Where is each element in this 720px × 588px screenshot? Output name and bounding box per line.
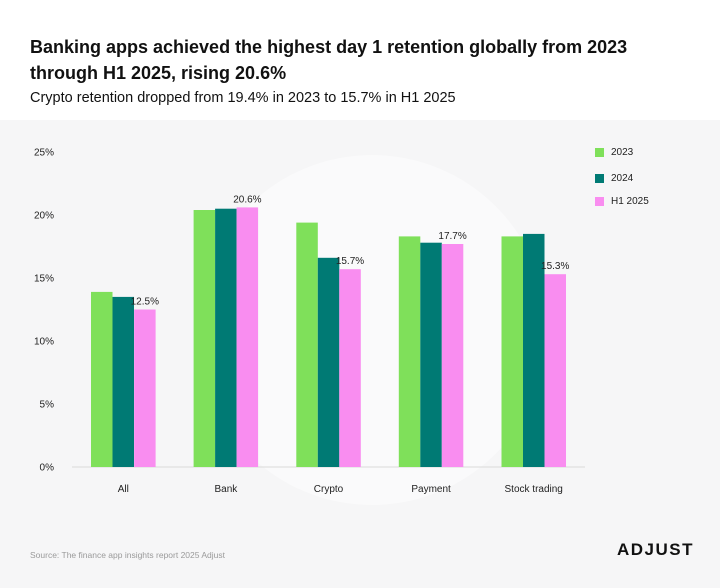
bar-2023-bank <box>193 210 216 467</box>
bar-2023-payment <box>398 236 421 467</box>
legend-label-2024: 2024 <box>611 173 634 184</box>
x-tick-label: Bank <box>215 484 239 495</box>
bar-h1-2025-bank <box>236 207 259 467</box>
bar-2024-stock-trading <box>523 233 545 467</box>
bar-2024-payment <box>420 242 442 467</box>
legend-item-h1-2025: H1 2025 <box>595 196 649 207</box>
x-tick-label: All <box>118 484 129 495</box>
bar-h1-2025-crypto <box>339 269 361 467</box>
y-tick-label: 25% <box>34 148 54 159</box>
legend-label-h1-2025: H1 2025 <box>611 196 649 207</box>
bar-2024-bank <box>215 208 237 467</box>
x-tick-label: Stock trading <box>505 484 563 495</box>
chart-subtitle: Crypto retention dropped from 19.4% in 2… <box>30 90 456 106</box>
y-tick-label: 5% <box>40 400 55 411</box>
legend-item-2023: 2023 <box>595 147 633 158</box>
bar-2023-stock-trading <box>501 236 523 467</box>
bar-h1-2025-payment <box>441 244 464 467</box>
adjust-logo: ADJUST <box>616 540 694 559</box>
legend-item-2024: 2024 <box>595 173 633 184</box>
bar-2024-crypto <box>317 257 340 467</box>
source-note: Source: The finance app insights report … <box>30 550 225 560</box>
data-label: 20.6% <box>233 194 261 205</box>
y-tick-label: 0% <box>40 463 55 474</box>
legend-label-2023: 2023 <box>611 147 634 158</box>
bar-2023-all <box>91 291 113 467</box>
legend-swatch-h1-2025 <box>595 197 604 206</box>
x-tick-label: Payment <box>411 484 451 495</box>
y-tick-label: 15% <box>34 274 54 285</box>
data-label: 15.3% <box>541 261 569 272</box>
y-tick-label: 20% <box>34 211 54 222</box>
bar-2024-all <box>112 296 134 467</box>
bar-2023-crypto <box>296 222 318 467</box>
bar-h1-2025-stock-trading <box>544 274 566 467</box>
y-tick-label: 10% <box>34 337 54 348</box>
data-label: 17.7% <box>438 231 466 242</box>
data-label: 15.7% <box>336 256 364 267</box>
legend-swatch-2023 <box>595 148 604 157</box>
bar-h1-2025-all <box>134 309 156 467</box>
legend-swatch-2024 <box>595 174 604 183</box>
chart-title: Banking apps achieved the highest day 1 … <box>30 37 628 83</box>
x-tick-label: Crypto <box>314 484 344 495</box>
data-label: 12.5% <box>131 297 159 308</box>
